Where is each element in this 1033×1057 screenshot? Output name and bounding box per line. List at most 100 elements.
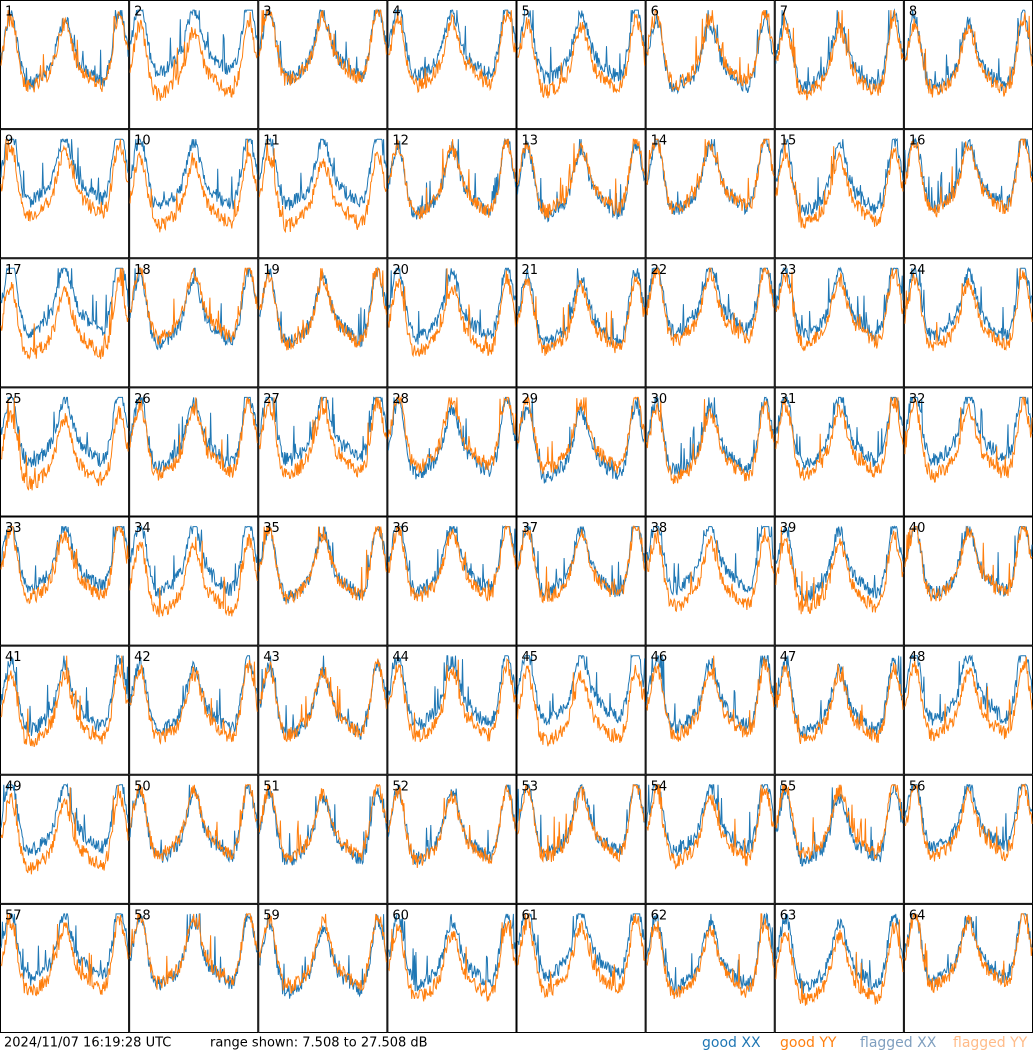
panel-label: 47 (780, 650, 797, 665)
legend-entry: flagged YY (953, 1035, 1028, 1051)
panel-label: 46 (651, 650, 668, 665)
panel: 61 (516, 903, 646, 1033)
panel-label: 58 (134, 908, 151, 923)
panel-label: 11 (263, 134, 280, 149)
spectrum-trace (517, 395, 646, 475)
panel: 59 (258, 903, 388, 1033)
panel-label: 50 (134, 779, 151, 794)
spectrum-trace (0, 139, 129, 222)
panel: 3 (258, 0, 388, 130)
panel: 40 (903, 516, 1033, 646)
panel: 22 (645, 258, 775, 388)
panel-label: 51 (263, 779, 280, 794)
spectrum-trace (517, 13, 646, 99)
panel-label: 26 (134, 392, 151, 407)
spectrum-trace (775, 784, 904, 867)
panel: 41 (0, 645, 130, 775)
panel-label: 2 (134, 5, 142, 20)
spectrum-trace (129, 659, 258, 745)
spectrum-trace (387, 657, 516, 743)
spectrum-trace (517, 913, 646, 982)
spectrum-trace (517, 524, 646, 604)
panel-label: 41 (5, 650, 22, 665)
panel: 44 (387, 645, 517, 775)
spectrum-trace (129, 533, 258, 618)
panel: 23 (774, 258, 904, 388)
spectrum-trace (387, 525, 516, 602)
spectrum-trace (258, 137, 387, 211)
panel-label: 15 (780, 134, 797, 149)
spectrum-trace (517, 913, 646, 999)
spectrum-trace (0, 397, 129, 491)
spectrum-trace (646, 399, 775, 485)
spectrum-trace (904, 138, 1033, 218)
panel-label: 39 (780, 521, 797, 536)
spectrum-trace (904, 526, 1033, 602)
spectrum-trace (775, 525, 904, 603)
spectrum-trace (775, 268, 904, 352)
spectrum-trace (0, 782, 129, 856)
panel-label: 1 (5, 5, 13, 20)
spectrum-trace (259, 658, 387, 743)
spectrum-trace (775, 397, 904, 481)
spectrum-trace (646, 913, 775, 999)
panel: 39 (774, 516, 904, 646)
panel: 48 (903, 645, 1033, 775)
spectrum-trace (129, 139, 258, 233)
spectrum-trace (129, 11, 258, 101)
panel-label: 12 (392, 134, 409, 149)
panel: 36 (387, 516, 517, 646)
spectrum-trace (904, 268, 1033, 352)
spectrum-trace (775, 396, 904, 470)
spectrum-trace (0, 526, 129, 595)
spectrum-trace (258, 526, 387, 605)
panel: 26 (129, 387, 259, 517)
panel-label: 54 (651, 779, 668, 794)
panel: 11 (258, 129, 388, 259)
spectrum-trace (0, 653, 129, 736)
spectrum-trace (517, 783, 645, 863)
panel: 58 (129, 903, 259, 1033)
spectrum-trace (258, 396, 387, 466)
panel-label: 42 (134, 650, 151, 665)
panel: 21 (516, 258, 646, 388)
spectrum-trace (258, 913, 387, 994)
spectrum-trace (646, 655, 775, 742)
spectrum-trace (775, 919, 904, 1006)
panel: 46 (645, 645, 775, 775)
panel-label: 21 (522, 263, 539, 278)
panel: 15 (774, 129, 904, 259)
panel-label: 60 (392, 908, 409, 923)
spectrum-trace (387, 913, 516, 992)
spectrum-trace (517, 653, 646, 726)
panel-label: 23 (780, 263, 797, 278)
spectrum-trace (129, 912, 258, 990)
panel-frame (516, 0, 646, 130)
panel-label: 18 (134, 263, 151, 278)
panel-frame (129, 0, 259, 130)
legend-entry: good XX (702, 1035, 761, 1051)
panel-label: 32 (909, 392, 926, 407)
spectrum-trace (775, 653, 904, 740)
spectrum-trace (0, 396, 129, 468)
panel-frame (645, 645, 775, 775)
panel-label: 28 (392, 392, 409, 407)
spectrum-trace (387, 268, 516, 358)
spectrum-trace (388, 10, 516, 94)
panel-frame (516, 774, 646, 904)
spectrum-trace (775, 526, 904, 615)
panel-label: 57 (5, 908, 22, 923)
panel-frame (129, 129, 259, 259)
spectrum-trace (258, 139, 387, 234)
spectrum-trace (387, 920, 516, 1002)
panel: 9 (0, 129, 130, 259)
spectrum-trace (0, 10, 129, 93)
spectrum-trace (0, 913, 129, 997)
panel-label: 13 (522, 134, 539, 149)
panel: 25 (0, 387, 130, 517)
panel-label: 56 (909, 779, 926, 794)
panel-label: 40 (909, 521, 926, 536)
spectrum-trace (387, 139, 516, 220)
panel-frame (645, 258, 775, 388)
